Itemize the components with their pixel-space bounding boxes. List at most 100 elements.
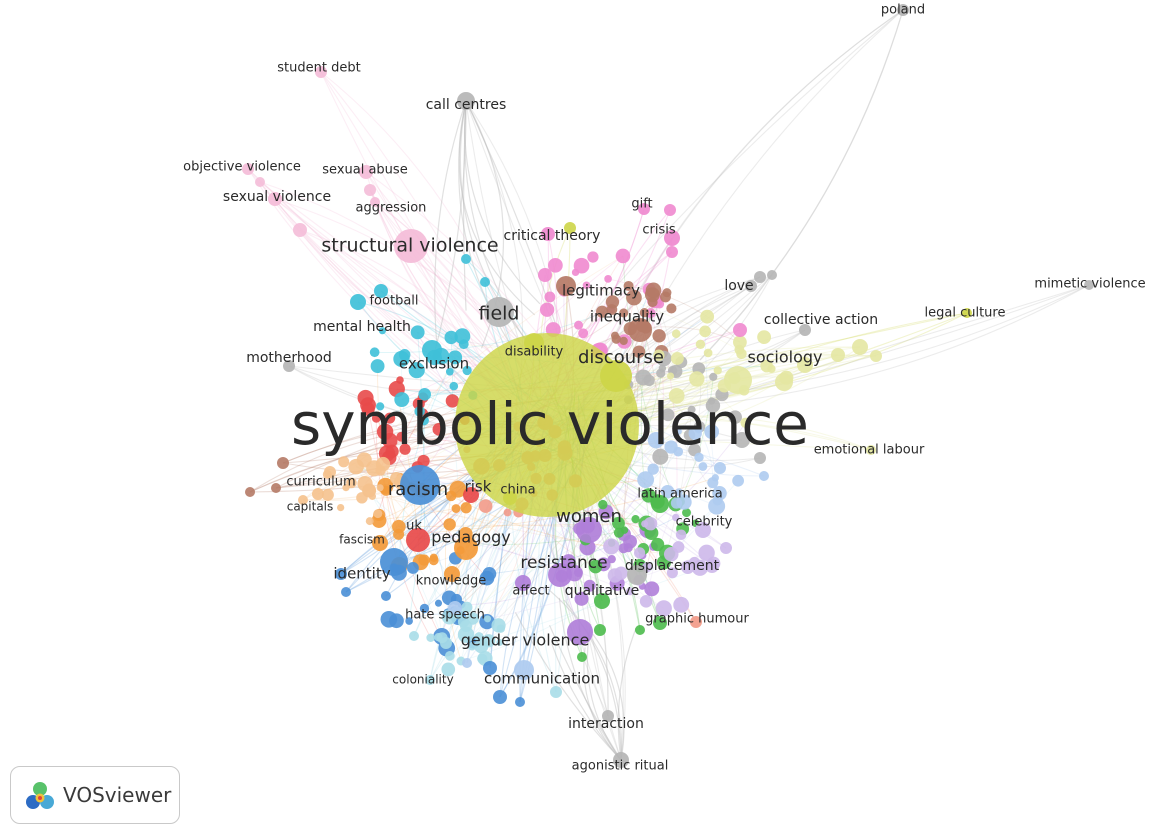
term-label[interactable]: disability	[505, 345, 564, 360]
term-node[interactable]	[576, 517, 602, 543]
term-node[interactable]	[410, 325, 425, 340]
term-node[interactable]	[613, 527, 625, 538]
term-node[interactable]	[399, 443, 411, 455]
term-node[interactable]	[656, 368, 666, 378]
term-node[interactable]	[564, 222, 576, 234]
term-node[interactable]	[376, 402, 385, 411]
term-node[interactable]	[376, 484, 384, 492]
term-node[interactable]	[637, 471, 655, 489]
term-node[interactable]	[641, 520, 649, 528]
term-node[interactable]	[682, 508, 691, 518]
term-label[interactable]: emotional labour	[814, 443, 925, 458]
term-node[interactable]	[541, 227, 555, 241]
term-node[interactable]	[422, 340, 442, 360]
term-node[interactable]	[705, 398, 721, 413]
term-node[interactable]	[460, 502, 472, 514]
term-node[interactable]	[370, 359, 385, 374]
term-node[interactable]	[577, 652, 587, 662]
term-node[interactable]	[408, 362, 425, 379]
term-node[interactable]	[414, 406, 425, 417]
term-node[interactable]	[515, 575, 531, 591]
term-node[interactable]	[384, 412, 396, 424]
term-node[interactable]	[643, 374, 655, 387]
term-node[interactable]	[372, 535, 388, 551]
term-node[interactable]	[335, 568, 347, 580]
term-node[interactable]	[831, 348, 845, 362]
term-node[interactable]	[440, 637, 452, 649]
term-node[interactable]	[350, 294, 366, 310]
term-label[interactable]: knowledge	[416, 574, 486, 589]
term-label[interactable]: student debt	[277, 61, 360, 76]
term-node[interactable]	[703, 348, 713, 358]
term-node[interactable]	[293, 223, 307, 237]
term-node[interactable]	[653, 349, 665, 361]
term-node[interactable]	[463, 487, 479, 503]
term-node[interactable]	[380, 610, 398, 628]
term-node[interactable]	[474, 632, 484, 642]
term-node[interactable]	[673, 596, 690, 613]
term-node[interactable]	[644, 581, 660, 597]
term-label[interactable]: sexual abuse	[322, 163, 407, 178]
term-node[interactable]	[357, 475, 373, 492]
term-node[interactable]	[448, 350, 463, 365]
term-node[interactable]	[394, 229, 428, 263]
term-node[interactable]	[315, 66, 327, 78]
term-node[interactable]	[394, 392, 410, 408]
term-node[interactable]	[493, 690, 507, 704]
term-node[interactable]	[733, 335, 747, 350]
term-node[interactable]	[626, 289, 642, 306]
term-node[interactable]	[419, 415, 429, 426]
term-node[interactable]	[676, 494, 692, 510]
term-label[interactable]: communication	[484, 670, 600, 688]
term-node[interactable]	[598, 499, 608, 510]
term-node[interactable]	[298, 495, 308, 505]
term-node[interactable]	[661, 408, 675, 422]
term-node[interactable]	[390, 471, 403, 485]
term-node[interactable]	[445, 650, 455, 661]
term-node[interactable]	[799, 324, 811, 336]
term-node[interactable]	[700, 309, 715, 324]
term-label[interactable]: sociology	[747, 348, 822, 367]
term-node[interactable]	[364, 184, 376, 196]
term-label[interactable]: sexual violence	[223, 189, 331, 205]
term-node[interactable]	[623, 280, 634, 291]
term-node[interactable]	[515, 697, 525, 707]
term-node[interactable]	[628, 318, 652, 342]
term-node[interactable]	[444, 566, 460, 582]
term-node[interactable]	[631, 515, 640, 524]
term-label[interactable]: objective violence	[183, 160, 301, 175]
term-node[interactable]	[483, 661, 497, 675]
term-node[interactable]	[582, 281, 591, 290]
term-label[interactable]: uk	[406, 519, 422, 534]
term-node[interactable]	[645, 282, 662, 299]
term-node[interactable]	[451, 504, 461, 513]
term-node[interactable]	[544, 291, 556, 303]
term-node[interactable]	[605, 295, 620, 309]
term-node[interactable]	[443, 518, 456, 531]
term-label[interactable]: interaction	[568, 716, 644, 732]
term-node[interactable]	[457, 92, 475, 110]
term-label[interactable]: curriculum	[286, 475, 355, 490]
term-node[interactable]	[670, 351, 684, 365]
term-node[interactable]	[650, 537, 665, 552]
term-node[interactable]	[458, 339, 469, 350]
term-node[interactable]	[373, 509, 383, 519]
term-node[interactable]	[457, 626, 475, 643]
term-label[interactable]: love	[724, 278, 753, 294]
term-node[interactable]	[610, 331, 619, 340]
term-node[interactable]	[460, 620, 472, 632]
term-node[interactable]	[365, 517, 374, 526]
term-node[interactable]	[419, 603, 430, 614]
term-node[interactable]	[454, 536, 478, 560]
term-node[interactable]	[540, 302, 555, 317]
term-node[interactable]	[672, 513, 680, 522]
term-node[interactable]	[651, 495, 669, 513]
term-label[interactable]: field	[479, 303, 520, 325]
term-node[interactable]	[694, 452, 704, 463]
term-node[interactable]	[461, 254, 471, 264]
term-label[interactable]: collective action	[764, 312, 878, 328]
term-node[interactable]	[346, 477, 357, 489]
term-node[interactable]	[740, 417, 751, 429]
term-node[interactable]	[759, 471, 769, 481]
term-label[interactable]: risk	[465, 478, 492, 496]
